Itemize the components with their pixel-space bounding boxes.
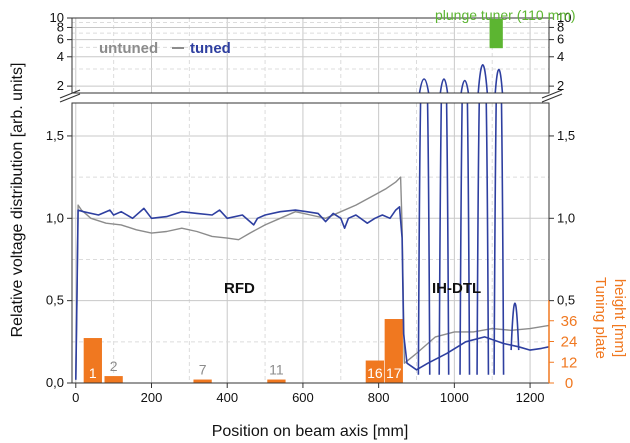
tuning-plate-label: 2 xyxy=(110,358,118,374)
y-tick-label-right: 1,0 xyxy=(557,210,575,225)
y-tick-label: 0,5 xyxy=(46,293,64,308)
legend-tuned: tuned xyxy=(190,40,231,57)
y-tick-label-upper: 10 xyxy=(50,10,64,25)
series-line-tuned-peak-upper xyxy=(439,78,449,93)
plunger-tuner-rect xyxy=(489,19,503,49)
x-tick-label: 1200 xyxy=(516,390,545,405)
x-tick-label: 0 xyxy=(72,390,79,405)
series-line-tuned-peak xyxy=(476,103,490,375)
y-tick-label-upper: 8 xyxy=(57,19,64,34)
y-tick-label: 1,5 xyxy=(46,128,64,143)
y2-tick-label: 24 xyxy=(561,334,578,351)
series-line-tuned-peak-upper xyxy=(460,79,470,93)
x-tick-label: 400 xyxy=(216,390,238,405)
tuning-plate-label: 16 xyxy=(367,365,383,381)
series-line-tuned-peak xyxy=(438,103,450,375)
tuning-plate-bars: 1 2 7 11 16 17 xyxy=(83,319,403,383)
tuning-plate-bar xyxy=(267,379,286,383)
tuning-plate-bar xyxy=(384,319,403,383)
tuning-plate-bar xyxy=(365,360,384,383)
series-line-tuned-peak-upper xyxy=(477,64,489,93)
y-tick-label-right: 1,5 xyxy=(557,128,575,143)
plunger-label: plunge tuner (110 mm) xyxy=(435,7,576,23)
tuning-plate-label: 11 xyxy=(269,362,284,378)
x-axis-ticks: 0 200 400 600 800 1000 1200 xyxy=(72,383,545,405)
plunger-tuner-bar xyxy=(489,19,503,49)
plot-frames xyxy=(71,17,550,384)
tuning-plate-bar xyxy=(193,379,212,383)
y-tick-label-upper: 4 xyxy=(57,49,64,64)
tuning-plate-label: 1 xyxy=(89,365,97,381)
y-axis-title: Relative voltage distribution [arb. unit… xyxy=(9,63,26,338)
ihdtl-label: IH-DTL xyxy=(432,280,481,297)
y-tick-label-upper-right: 8 xyxy=(557,19,564,34)
plot-frame-upper xyxy=(71,17,550,94)
y-tick-label-upper-right: 10 xyxy=(557,10,571,25)
axis-break-right xyxy=(541,89,563,103)
tuning-plate-bar xyxy=(104,376,123,383)
series-line-tuned-peak xyxy=(510,302,520,351)
y-tick-label-right: 0,5 xyxy=(557,293,575,308)
series-line-tuned-peak-upper xyxy=(494,68,504,93)
x-tick-label: 200 xyxy=(141,390,163,405)
axis-break-left xyxy=(59,89,81,103)
series-lower xyxy=(75,103,549,380)
y2-axis-title-line2: height [mm] xyxy=(611,279,628,357)
series-line-tuned-peak xyxy=(493,103,505,375)
series-upper xyxy=(418,64,504,93)
y-tick-label-upper-right: 6 xyxy=(557,32,564,47)
series-line-tuned-peak xyxy=(459,103,471,375)
y-tick-label-upper-right: 2 xyxy=(557,78,564,93)
tuning-plate-bar xyxy=(83,338,102,383)
tuning-plate-label: 7 xyxy=(199,362,207,378)
rfd-label: RFD xyxy=(224,280,255,297)
y2-axis-title-line1: Tuning plate xyxy=(592,277,609,359)
y-tick-label: 1,0 xyxy=(46,210,64,225)
plot-frame-lower xyxy=(71,102,550,384)
y-tick-label-upper: 6 xyxy=(57,32,64,47)
x-axis-title: Position on beam axis [mm] xyxy=(212,423,409,440)
y-tick-label: 0,0 xyxy=(46,375,64,390)
x-tick-label: 1000 xyxy=(440,390,469,405)
series-line-tuned-peak xyxy=(417,103,431,375)
y-tick-label-upper: 2 xyxy=(57,78,64,93)
series-line-untuned xyxy=(75,176,549,380)
y2-tick-label: 0 xyxy=(565,375,573,392)
x-tick-label: 600 xyxy=(292,390,314,405)
tuning-plate-label: 17 xyxy=(386,365,402,381)
y2-tick-label: 12 xyxy=(561,354,578,371)
y2-tick-label: 36 xyxy=(561,313,578,330)
legend-untuned: untuned xyxy=(99,40,158,57)
series-line-tuned xyxy=(75,206,549,380)
series-line-tuned-peak-upper xyxy=(418,78,430,93)
y-tick-label-upper-right: 4 xyxy=(557,49,564,64)
x-tick-label: 800 xyxy=(368,390,390,405)
